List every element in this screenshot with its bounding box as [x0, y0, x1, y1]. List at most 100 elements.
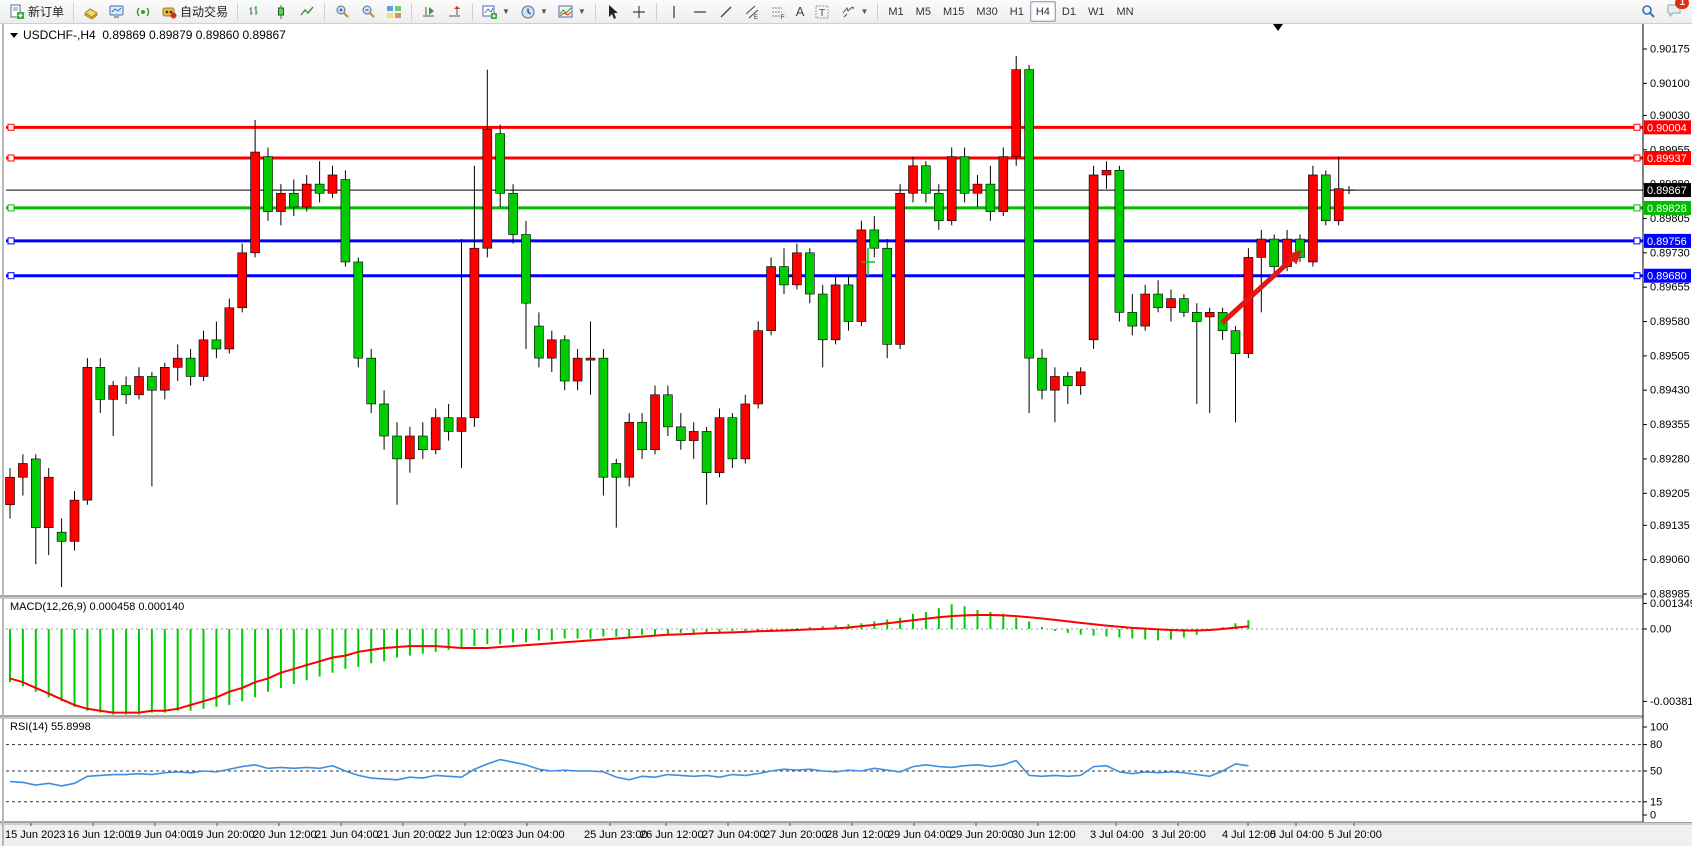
toolbar-separator — [877, 2, 879, 21]
candle-body — [985, 183, 996, 212]
text-label-tool[interactable]: T — [809, 3, 835, 21]
cursor-icon — [608, 4, 618, 19]
vertical-line-icon — [673, 5, 675, 18]
timeframe-m30[interactable]: M30 — [970, 1, 1003, 22]
candle-body — [521, 234, 531, 304]
symbol-dropdown-icon — [10, 33, 18, 39]
periods-button[interactable]: ▼ — [515, 3, 553, 21]
timeframe-h1[interactable]: H1 — [1004, 1, 1030, 22]
candle-body — [1011, 69, 1022, 157]
line-handle-left[interactable] — [7, 272, 15, 280]
trend-arrow-head[interactable] — [1286, 250, 1302, 265]
zoom-in-button[interactable] — [329, 3, 355, 21]
line-handle-right[interactable] — [1633, 237, 1641, 245]
candle-body — [1114, 170, 1125, 313]
line-handle-right[interactable] — [1633, 154, 1641, 162]
candle-body — [856, 229, 867, 322]
templates-button[interactable]: ▼ — [553, 3, 591, 21]
macd-axis-label: 0.001349 — [1650, 598, 1692, 610]
candle-body — [830, 284, 841, 341]
timeframe-m5[interactable]: M5 — [910, 1, 937, 22]
terminal-button[interactable] — [104, 3, 130, 21]
zoom-out-button[interactable] — [355, 3, 381, 21]
timeframe-d1[interactable]: D1 — [1056, 1, 1082, 22]
chart-shift-marker[interactable] — [1273, 24, 1283, 31]
autotrading-label: 自动交易 — [180, 5, 229, 19]
timeframe-mn[interactable]: MN — [1110, 1, 1139, 22]
crosshair-tool-button[interactable] — [626, 3, 652, 21]
market-watch-button[interactable] — [78, 3, 104, 21]
time-axis-label: 26 Jun 12:00 — [640, 829, 704, 841]
signals-button[interactable] — [130, 3, 156, 21]
fibonacci-tool[interactable]: F — [765, 3, 791, 21]
candle-body — [921, 165, 931, 194]
cursor-tool-button[interactable] — [600, 3, 626, 21]
line-handle-left[interactable] — [7, 154, 15, 162]
price-axis-label: 0.90175 — [1650, 44, 1690, 56]
candle-body — [108, 385, 118, 400]
time-axis-label: 5 Jul 20:00 — [1328, 829, 1382, 841]
candle-body — [56, 531, 67, 542]
candle-body — [559, 339, 570, 382]
line-handle-left[interactable] — [7, 237, 15, 245]
timeframe-m1[interactable]: M1 — [882, 1, 909, 22]
timeframe-label: MN — [1116, 5, 1134, 18]
bar-chart-button[interactable] — [242, 3, 268, 21]
candle-body — [1075, 371, 1086, 386]
toolbar-separator — [411, 2, 413, 21]
price-badge-label: 0.89937 — [1647, 153, 1687, 165]
time-axis-label: 28 Jun 12:00 — [826, 829, 890, 841]
new-order-label: 新订单 — [28, 5, 65, 19]
macd-signal-line — [9, 613, 1249, 714]
indicators-button[interactable]: ▼ — [477, 3, 515, 21]
svg-text:T: T — [819, 8, 825, 19]
candlestick-chart-button[interactable] — [268, 3, 294, 21]
new-order-button[interactable]: 新订单 — [4, 3, 69, 21]
text-tool[interactable]: A — [791, 3, 810, 21]
candle-body — [198, 339, 209, 377]
trend-arrow-line[interactable] — [1220, 257, 1294, 325]
price-badge — [1644, 268, 1691, 283]
price-axis-label: 0.88985 — [1650, 589, 1690, 601]
line-handle-left[interactable] — [7, 123, 15, 131]
price-badge-label: 0.89867 — [1647, 185, 1687, 197]
timeframe-label: M5 — [915, 5, 931, 18]
candle-body — [585, 357, 596, 361]
timeframe-h4[interactable]: H4 — [1029, 1, 1056, 22]
rsi-axis-label: 0 — [1650, 810, 1656, 822]
trendline-tool[interactable] — [713, 3, 739, 21]
arrows-tool[interactable]: ▼ — [835, 3, 873, 21]
candle-body — [1204, 312, 1215, 318]
candle-body — [998, 156, 1009, 212]
search-icon[interactable] — [1640, 4, 1656, 20]
channel-tool[interactable]: E — [739, 3, 765, 21]
line-handle-left[interactable] — [7, 204, 15, 212]
horizontal-line-tool[interactable] — [687, 3, 713, 21]
chart-title[interactable]: USDCHF-,H4 0.89869 0.89879 0.89860 0.898… — [10, 28, 286, 42]
vertical-line-tool[interactable] — [661, 3, 687, 21]
auto-scroll-button[interactable] — [416, 3, 442, 21]
line-handle-right[interactable] — [1633, 204, 1641, 212]
timeframe-m15[interactable]: M15 — [937, 1, 970, 22]
candle-body — [1153, 293, 1163, 309]
timeframe-w1[interactable]: W1 — [1082, 1, 1111, 22]
line-handle-right[interactable] — [1633, 272, 1641, 280]
chart-shift-button[interactable] — [442, 3, 468, 21]
chart-symbol-period: USDCHF-,H4 — [23, 28, 96, 42]
candle-body — [946, 156, 957, 222]
candle-body — [327, 174, 338, 194]
line-handle-right[interactable] — [1633, 123, 1641, 131]
notifications-button[interactable]: 1 — [1666, 0, 1689, 21]
rsi-line — [9, 758, 1249, 787]
tile-windows-button[interactable] — [381, 3, 407, 21]
macd-axis-label: 0.00 — [1650, 624, 1671, 636]
line-chart-button[interactable] — [294, 3, 320, 21]
price-badge — [1644, 120, 1691, 135]
autotrading-button[interactable]: 自动交易 — [156, 3, 233, 21]
toolbar-separator — [655, 2, 657, 21]
timeframe-label: H4 — [1035, 5, 1050, 18]
notification-badge: 1 — [1675, 0, 1689, 9]
candle-body — [1230, 330, 1241, 354]
time-axis-label: 21 Jun 20:00 — [377, 829, 441, 841]
